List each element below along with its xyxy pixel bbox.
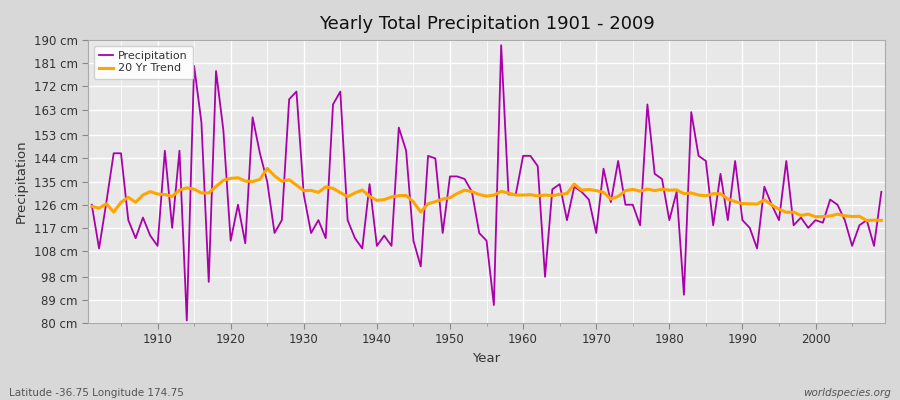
Legend: Precipitation, 20 Yr Trend: Precipitation, 20 Yr Trend bbox=[94, 46, 194, 79]
Precipitation bbox=[86, 202, 97, 207]
20 Yr Trend bbox=[613, 194, 624, 199]
Y-axis label: Precipitation: Precipitation bbox=[15, 140, 28, 223]
20 Yr Trend bbox=[86, 204, 97, 209]
X-axis label: Year: Year bbox=[472, 352, 500, 365]
20 Yr Trend bbox=[861, 218, 872, 223]
Title: Yearly Total Precipitation 1901 - 2009: Yearly Total Precipitation 1901 - 2009 bbox=[319, 15, 654, 33]
Text: worldspecies.org: worldspecies.org bbox=[803, 388, 891, 398]
Precipitation bbox=[496, 43, 507, 48]
Line: Precipitation: Precipitation bbox=[92, 45, 881, 320]
Line: 20 Yr Trend: 20 Yr Trend bbox=[92, 168, 881, 220]
20 Yr Trend bbox=[518, 193, 528, 198]
Precipitation bbox=[313, 218, 324, 222]
Precipitation bbox=[620, 202, 631, 207]
20 Yr Trend bbox=[145, 189, 156, 194]
20 Yr Trend bbox=[876, 218, 886, 223]
Precipitation bbox=[182, 318, 193, 323]
20 Yr Trend bbox=[525, 192, 535, 197]
Precipitation bbox=[357, 246, 368, 251]
Precipitation bbox=[876, 190, 886, 194]
20 Yr Trend bbox=[357, 188, 368, 192]
Text: Latitude -36.75 Longitude 174.75: Latitude -36.75 Longitude 174.75 bbox=[9, 388, 184, 398]
20 Yr Trend bbox=[313, 190, 324, 195]
Precipitation bbox=[532, 164, 543, 168]
Precipitation bbox=[525, 154, 535, 158]
Precipitation bbox=[145, 233, 156, 238]
20 Yr Trend bbox=[262, 166, 273, 171]
